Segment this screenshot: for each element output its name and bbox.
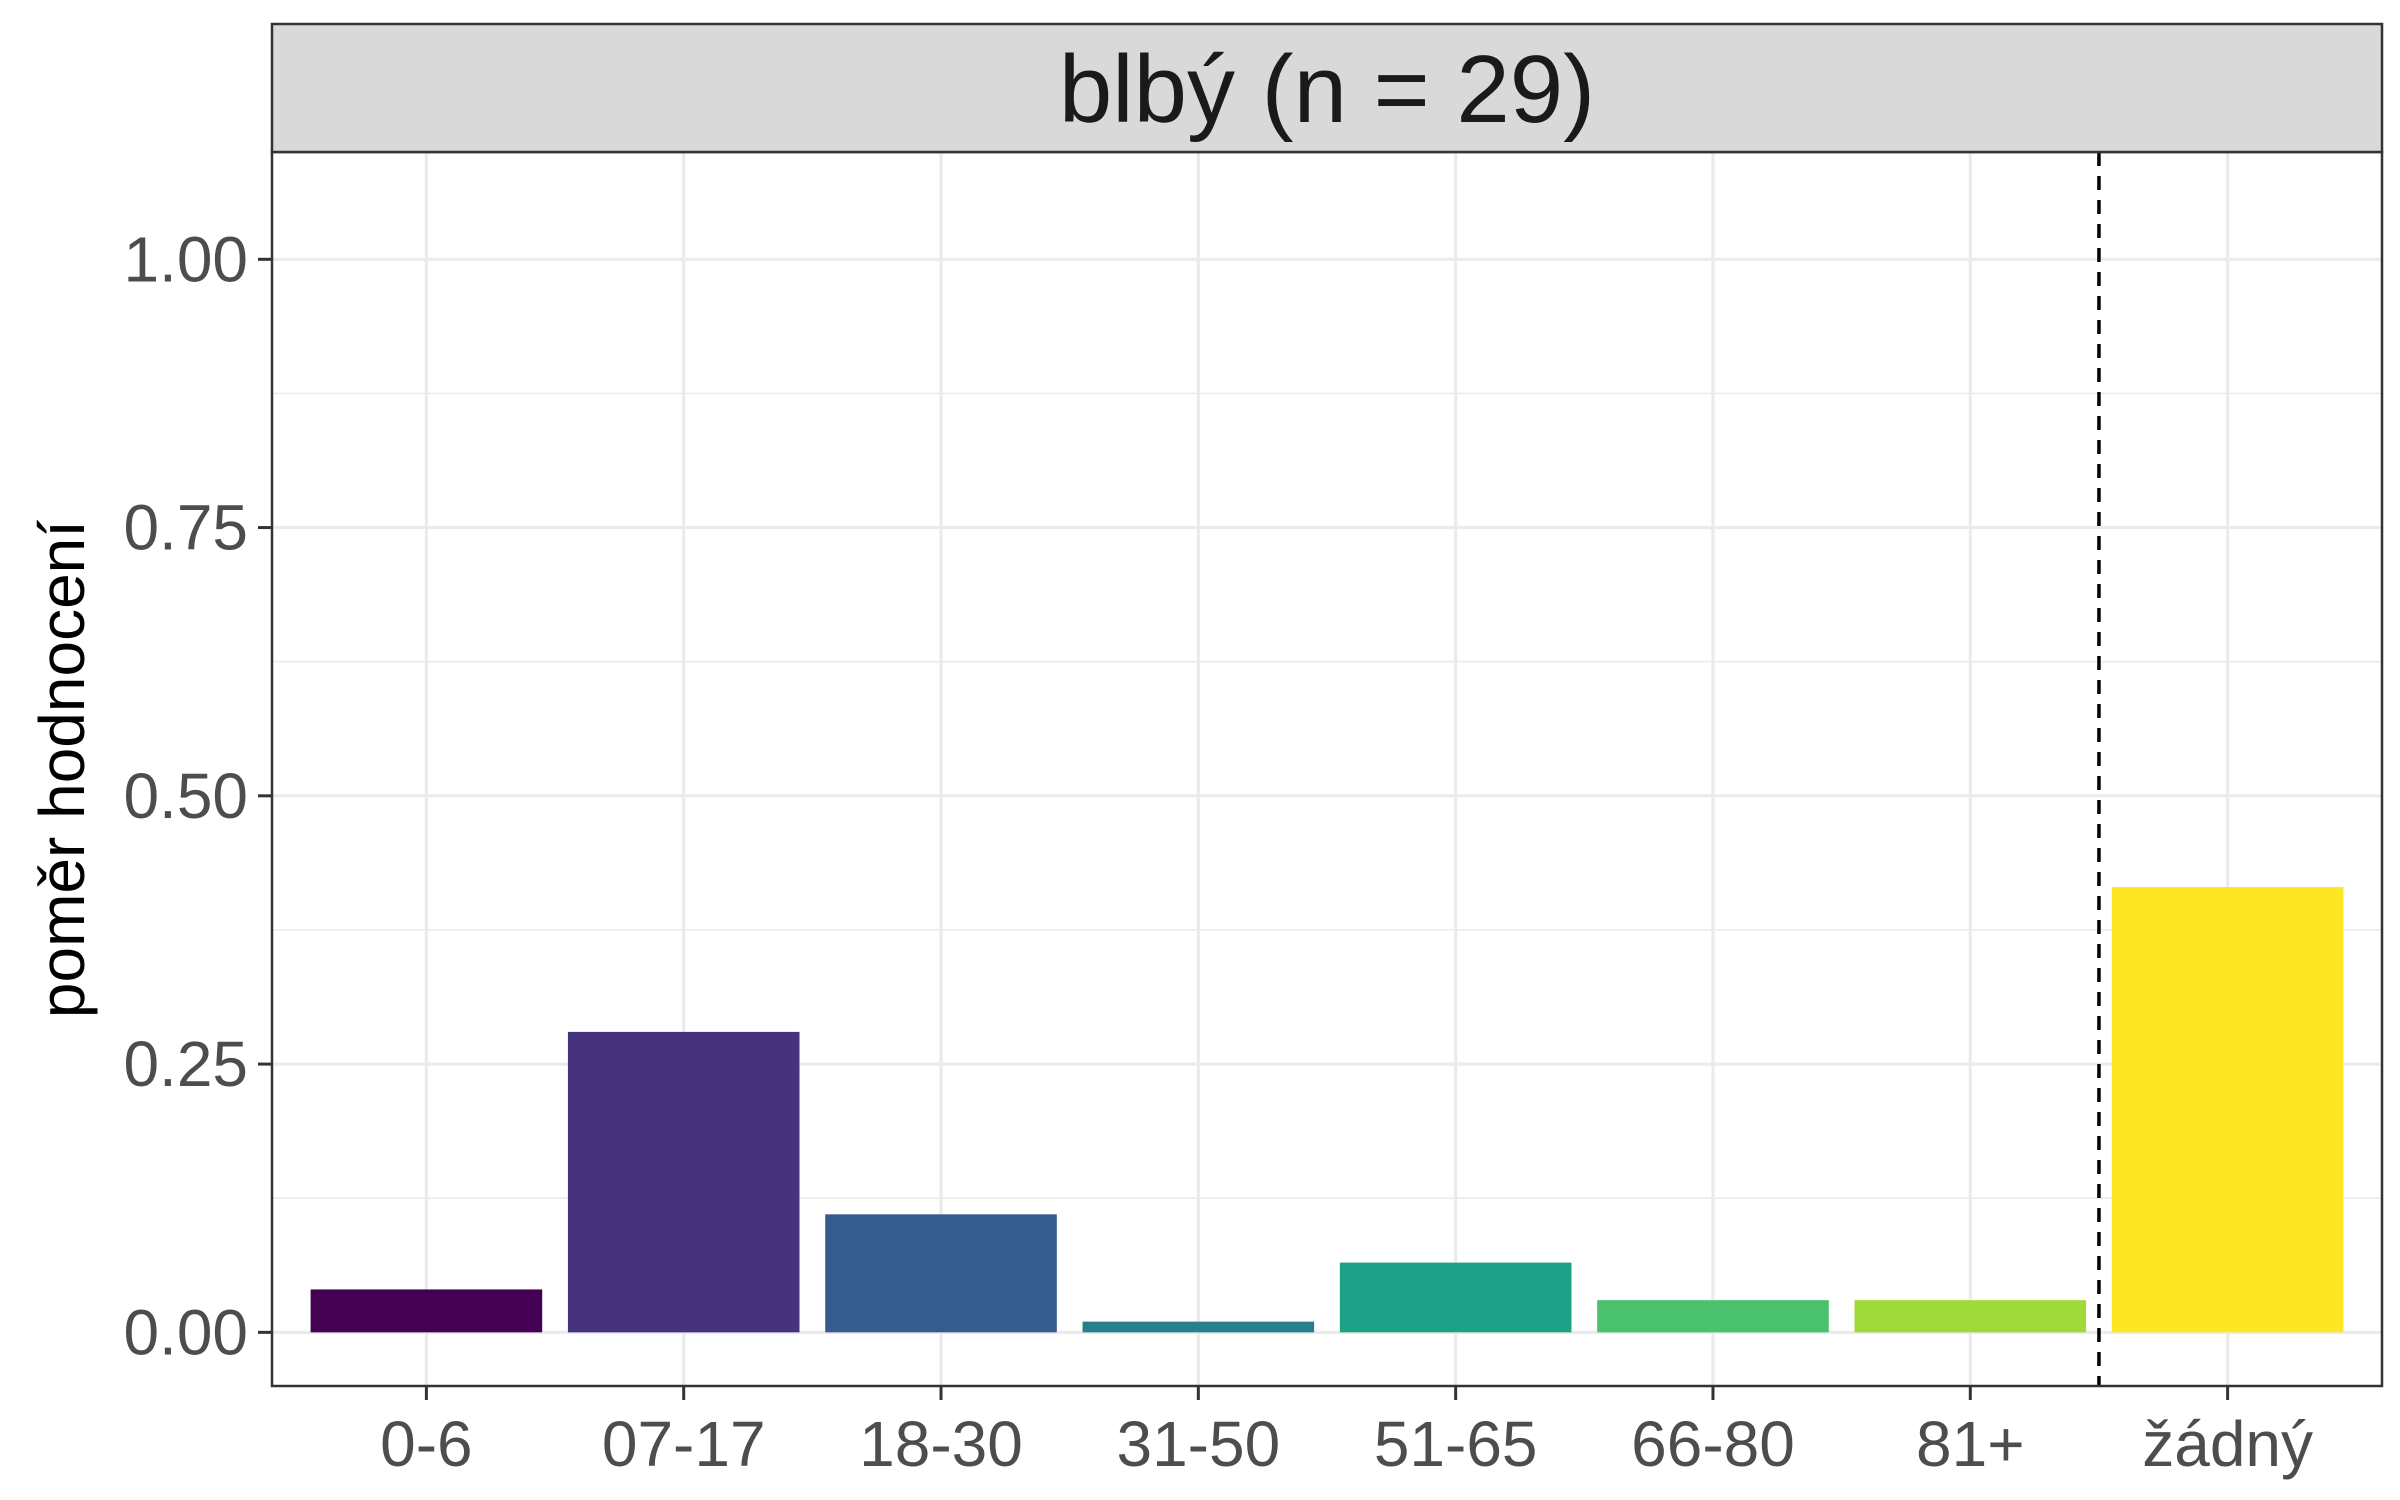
- y-tick-label: 0.25: [123, 1028, 248, 1100]
- x-tick-label: žádný: [2142, 1408, 2313, 1480]
- y-tick-label: 1.00: [123, 223, 248, 295]
- x-tick-label: 51-65: [1374, 1408, 1538, 1480]
- bar-0-6: [310, 1289, 543, 1333]
- bar-51-65: [1339, 1262, 1572, 1333]
- bar-18-30: [825, 1214, 1057, 1333]
- bar-66-80: [1597, 1300, 1829, 1333]
- bar-81+: [1854, 1300, 2087, 1333]
- y-axis: 0.00 0.25 0.50 0.75 1.00: [123, 223, 272, 1368]
- bar-07-17: [567, 1031, 800, 1333]
- y-tick-label: 0.75: [123, 492, 248, 564]
- x-tick-label: 66-80: [1631, 1408, 1795, 1480]
- x-tick-label: 07-17: [602, 1408, 766, 1480]
- facet-title: blbý (n = 29): [1059, 36, 1595, 143]
- x-tick-label: 0-6: [380, 1408, 473, 1480]
- x-tick-label: 31-50: [1116, 1408, 1280, 1480]
- facet-strip: [270, 22, 2384, 154]
- y-tick-label: 0.50: [123, 760, 248, 832]
- bars: [310, 887, 2344, 1333]
- x-tick-label: 18-30: [859, 1408, 1023, 1480]
- bar-žádný: [2111, 887, 2344, 1333]
- x-axis: 0-6 07-17 18-30 31-50 51-65 66-80 81+ žádný: [380, 1386, 2313, 1480]
- x-tick-label: 81+: [1916, 1408, 2025, 1480]
- bar-31-50: [1082, 1321, 1315, 1333]
- y-tick-label: 0.00: [123, 1296, 248, 1368]
- y-axis-title: poměr hodnocení: [26, 520, 98, 1018]
